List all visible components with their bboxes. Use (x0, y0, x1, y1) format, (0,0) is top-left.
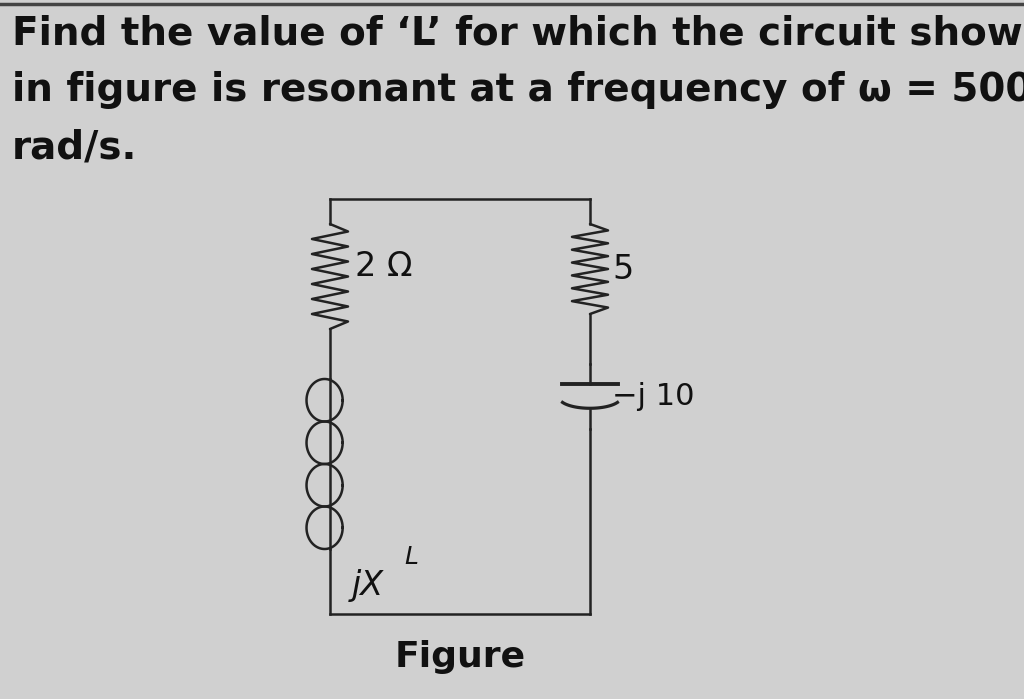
Text: 5: 5 (612, 252, 633, 285)
Text: Find the value of ‘L’ for which the circuit shown: Find the value of ‘L’ for which the circ… (12, 14, 1024, 52)
Text: −j 10: −j 10 (612, 382, 694, 411)
Text: 2 Ω: 2 Ω (355, 250, 413, 283)
Text: in figure is resonant at a frequency of ω = 500: in figure is resonant at a frequency of … (12, 71, 1024, 109)
Text: rad/s.: rad/s. (12, 128, 137, 166)
Text: L: L (404, 545, 418, 569)
Text: Figure: Figure (394, 640, 525, 674)
Text: jX: jX (352, 569, 384, 602)
